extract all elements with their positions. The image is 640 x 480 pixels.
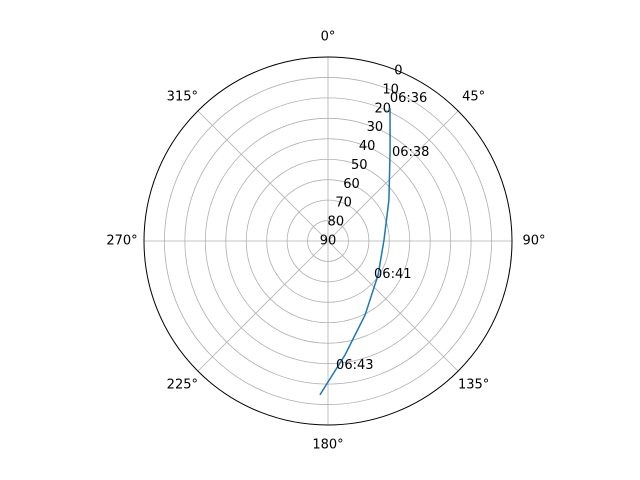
- r-tick-label: 30: [367, 120, 384, 135]
- theta-tick-label: 270°: [106, 234, 137, 249]
- grid-spoke: [327, 240, 459, 372]
- r-tick-label: 10: [382, 82, 399, 97]
- annotation: 06:43: [336, 358, 373, 373]
- theta-tick-label: 0°: [321, 30, 336, 45]
- theta-tick-label: 135°: [458, 378, 489, 393]
- theta-tick-label: 315°: [167, 89, 198, 104]
- annotation: 06:38: [392, 145, 429, 160]
- annotation: 06:41: [374, 267, 411, 282]
- annotation: 06:36: [390, 91, 427, 106]
- theta-tick-label: 45°: [462, 89, 485, 104]
- grid-spoke: [197, 240, 329, 372]
- series-line: [319, 107, 391, 396]
- r-tick-label: 20: [374, 101, 391, 116]
- r-tick-label: 50: [351, 158, 368, 173]
- theta-tick-label: 180°: [312, 438, 343, 453]
- r-tick-label: 60: [343, 177, 360, 192]
- r-tick-label: 0: [394, 64, 402, 79]
- r-tick-label: 80: [328, 215, 345, 230]
- theta-tick-label: 90°: [522, 234, 545, 249]
- theta-tick-label: 225°: [167, 378, 198, 393]
- r-tick-label: 70: [335, 196, 352, 211]
- grid-spoke: [197, 110, 329, 242]
- r-tick-label: 40: [359, 139, 376, 154]
- polar-spine: [143, 56, 513, 426]
- grid-spoke: [327, 110, 459, 242]
- r-tick-label: 90: [320, 234, 337, 249]
